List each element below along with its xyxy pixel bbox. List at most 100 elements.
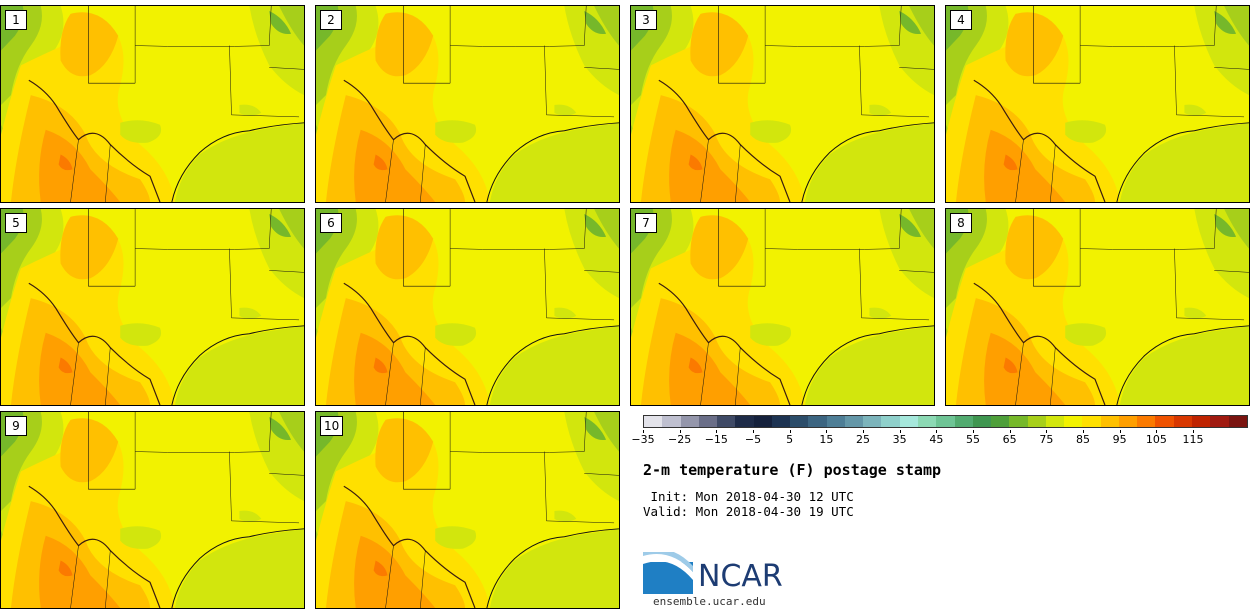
colorbar-tick-mark xyxy=(716,430,718,433)
temperature-region xyxy=(1214,10,1237,34)
boundary-line xyxy=(171,325,304,405)
boundary-line xyxy=(899,270,934,273)
colorbar-segment xyxy=(972,416,992,427)
boundary-line xyxy=(105,144,111,202)
boundary-line xyxy=(171,122,304,202)
colorbar-tick-mark xyxy=(826,430,828,433)
colorbar-segment xyxy=(899,416,918,427)
temperature-region xyxy=(594,412,619,452)
temperature-region xyxy=(1184,307,1207,319)
temperature-region xyxy=(269,10,292,34)
temperature-region xyxy=(279,6,304,46)
colorbar-segment xyxy=(1045,416,1065,427)
temperature-region xyxy=(239,104,262,116)
member-panel: 1 xyxy=(0,5,305,203)
temperature-region xyxy=(58,560,73,577)
temperature-region xyxy=(584,213,607,237)
temperature-region xyxy=(60,12,119,77)
temperature-region xyxy=(690,12,749,77)
colorbar-tick-mark xyxy=(1083,430,1084,433)
colorbar-tick-mark xyxy=(863,430,864,433)
boundary-line xyxy=(584,473,619,476)
boundary-line xyxy=(88,6,136,84)
temperature-region xyxy=(879,209,934,299)
colorbar-segment xyxy=(917,416,937,427)
member-panel: 8 xyxy=(945,208,1250,406)
temperature-region xyxy=(1214,213,1237,237)
temperature-region xyxy=(249,209,304,299)
temperature-region xyxy=(58,154,73,171)
temperature-map xyxy=(1,412,304,608)
colorbar-segment xyxy=(753,416,772,427)
temperature-region xyxy=(869,307,892,319)
boundary-line xyxy=(403,209,451,287)
member-panel: 7 xyxy=(630,208,935,406)
temperature-colorbar xyxy=(643,415,1248,428)
temperature-region xyxy=(564,6,619,96)
boundary-line xyxy=(859,248,930,321)
temperature-region xyxy=(1119,325,1249,405)
temperature-region xyxy=(279,412,304,452)
temperature-region xyxy=(1003,357,1018,374)
page-title: 2-m temperature (F) postage stamp xyxy=(643,461,942,479)
member-number: 6 xyxy=(320,213,342,233)
colorbar-segment xyxy=(936,416,955,427)
boundary-line xyxy=(486,528,619,608)
temperature-map xyxy=(316,209,619,405)
colorbar-tick-label: 105 xyxy=(1145,433,1167,446)
boundary-line xyxy=(1050,347,1056,405)
temperature-region xyxy=(249,412,304,502)
boundary-line xyxy=(420,144,426,202)
temperature-region xyxy=(688,357,703,374)
temperature-region xyxy=(269,416,292,440)
temperature-region xyxy=(120,120,162,143)
boundary-line xyxy=(229,45,300,118)
colorbar-segment xyxy=(1118,416,1138,427)
boundary-line xyxy=(343,282,476,405)
temperature-region xyxy=(58,357,73,374)
colorbar-segment xyxy=(863,416,882,427)
temperature-map xyxy=(316,412,619,608)
temperature-region xyxy=(1005,12,1064,77)
temperature-region xyxy=(584,10,607,34)
boundary-line xyxy=(1214,270,1249,273)
member-number: 5 xyxy=(5,213,27,233)
temperature-region xyxy=(120,526,162,549)
temperature-region xyxy=(435,120,477,143)
temperature-region xyxy=(39,129,121,202)
temperature-map xyxy=(946,209,1249,405)
boundary-line xyxy=(544,45,615,118)
boundary-line xyxy=(1174,45,1245,118)
boundary-line xyxy=(450,6,587,47)
temperature-region xyxy=(239,307,262,319)
boundary-line xyxy=(486,325,619,405)
temperature-region xyxy=(435,526,477,549)
member-panel: 6 xyxy=(315,208,620,406)
temperature-region xyxy=(1065,120,1107,143)
temperature-region xyxy=(564,412,619,502)
boundary-line xyxy=(1080,209,1217,250)
boundary-line xyxy=(70,342,79,405)
colorbar-segment xyxy=(698,416,718,427)
valid-time: Valid: Mon 2018-04-30 19 UTC xyxy=(643,504,854,519)
temperature-region xyxy=(354,129,436,202)
boundary-line xyxy=(718,6,766,84)
boundary-line xyxy=(1080,6,1217,47)
colorbar-segment xyxy=(735,416,754,427)
boundary-line xyxy=(88,209,136,287)
temperature-region xyxy=(269,213,292,237)
colorbar-tick-label: 5 xyxy=(786,433,794,446)
boundary-line xyxy=(229,451,300,524)
temperature-region xyxy=(354,535,436,608)
colorbar-tick-label: 25 xyxy=(856,433,870,446)
boundary-line xyxy=(385,342,394,405)
temperature-region xyxy=(594,6,619,46)
temperature-region xyxy=(354,332,436,405)
colorbar-segment xyxy=(1009,416,1028,427)
colorbar-segment xyxy=(1173,416,1192,427)
boundary-line xyxy=(171,528,304,608)
temperature-region xyxy=(375,12,434,77)
temperature-region xyxy=(489,325,619,405)
member-number: 10 xyxy=(320,416,344,436)
boundary-line xyxy=(765,209,902,250)
